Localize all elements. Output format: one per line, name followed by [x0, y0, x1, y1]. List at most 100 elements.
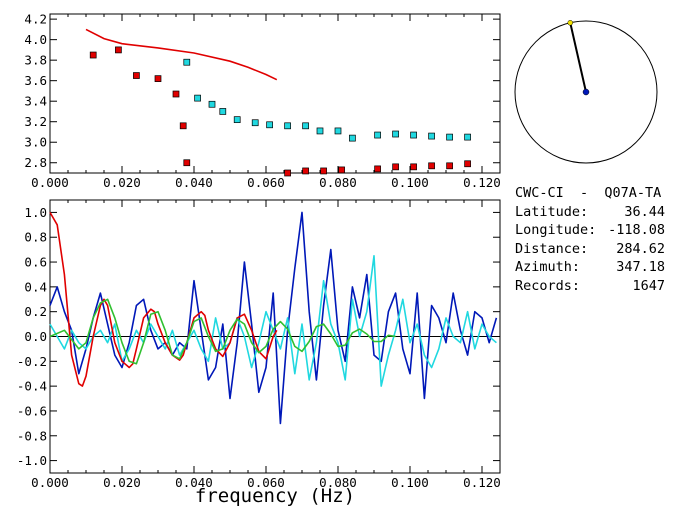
red-square-point — [446, 162, 453, 170]
y-tick-label: 0.8 — [24, 230, 47, 245]
red-dispersion-curve — [85, 28, 278, 81]
x-tick-label: 0.060 — [247, 175, 285, 190]
red-square-point — [374, 165, 381, 173]
info-distance: Distance: 284.62 — [515, 240, 693, 259]
source-marker — [567, 20, 573, 26]
cyan-series-line — [49, 255, 497, 387]
x-tick-label: 0.120 — [463, 475, 501, 490]
cyan-square-point — [428, 132, 435, 140]
cyan-square-point — [316, 127, 324, 135]
azimuth-line — [569, 22, 587, 93]
coherence-line-plot: 0.000 0.020 0.040 0.060 0.080 0.100 0.120 1.0 0.… — [17, 199, 501, 490]
station-pair-label: CWC-CI - Q07A-TA — [515, 185, 662, 201]
x-tick-label: 0.000 — [31, 475, 69, 490]
y-tick-label: 4.2 — [24, 12, 47, 27]
y-tick-label: -0.6 — [17, 403, 47, 418]
cyan-square-point — [410, 131, 417, 139]
red-square-point — [115, 46, 122, 54]
station-info-panel: CWC-CI - Q07A-TA Latitude: 36.44 Longitud… — [515, 184, 693, 295]
info-longitude: Longitude: -118.08 — [515, 221, 693, 240]
green-series-line — [49, 298, 396, 365]
red-square-point — [302, 167, 309, 175]
cyan-square-point — [233, 116, 241, 124]
red-square-point — [338, 166, 345, 174]
info-latitude: Latitude: 36.44 — [515, 203, 693, 222]
x-tick-label: 0.080 — [319, 175, 357, 190]
x-tick-label: 0.020 — [103, 475, 141, 490]
info-value: 284.62 — [616, 240, 665, 257]
y-tick-label: 3.6 — [24, 73, 47, 88]
azimuth-compass — [514, 20, 658, 164]
info-key: Records: — [515, 277, 581, 294]
cyan-square-point — [374, 131, 381, 139]
y-tick-label: 2.8 — [24, 155, 47, 170]
x-tick-label: 0.120 — [463, 175, 501, 190]
red-square-point — [179, 122, 187, 130]
red-square-point — [89, 51, 97, 59]
y-tick-label: 0.4 — [24, 279, 47, 294]
cyan-square-point — [266, 121, 273, 129]
plot-frame — [49, 13, 501, 174]
cyan-square-point — [392, 130, 399, 138]
red-square-point — [320, 167, 327, 175]
y-tick-label: 1.0 — [24, 205, 47, 220]
red-square-point — [183, 159, 191, 167]
red-square-point — [464, 160, 471, 168]
cyan-square-point — [446, 133, 453, 141]
y-tick-label: -0.4 — [17, 379, 47, 394]
y-tick-label: -1.0 — [17, 453, 47, 468]
red-square-point — [284, 169, 291, 177]
y-tick-label: 3.2 — [24, 114, 47, 129]
red-square-point — [133, 72, 140, 79]
compass-circle — [514, 20, 658, 164]
info-value: -118.08 — [608, 222, 665, 238]
y-tick-label: 3.8 — [24, 53, 47, 68]
y-tick-label: 4.0 — [24, 32, 47, 47]
info-key: Latitude: — [515, 203, 589, 220]
cyan-square-point — [349, 134, 356, 142]
red-series-line — [49, 211, 278, 387]
x-tick-label: 0.100 — [391, 475, 429, 490]
info-value: 347.18 — [616, 259, 665, 275]
red-square-point — [428, 162, 435, 170]
x-tick-label: 0.080 — [319, 475, 357, 490]
station-marker — [582, 88, 590, 96]
y-tick-label: 0.2 — [24, 304, 47, 319]
blue-series-line — [49, 211, 498, 425]
x-tick-label: 0.020 — [103, 175, 141, 190]
info-value: 36.44 — [624, 203, 665, 220]
cyan-square-point — [219, 108, 227, 115]
y-tick-label: 3.4 — [24, 94, 47, 109]
x-tick-label: 0.060 — [247, 475, 285, 490]
red-square-point — [410, 163, 417, 171]
x-axis-label: frequency (Hz) — [195, 485, 355, 507]
cyan-square-point — [284, 122, 291, 130]
y-tick-label: 0.6 — [24, 255, 47, 270]
info-key: Azimuth: — [515, 259, 581, 275]
velocity-scatter-plot: 0.000 0.020 0.040 0.060 0.080 0.100 0.120 2.8 3.… — [24, 12, 500, 190]
cyan-square-point — [464, 133, 471, 141]
y-tick-label: 3.0 — [24, 135, 47, 150]
cyan-square-point — [208, 100, 216, 108]
red-square-point — [172, 90, 180, 98]
info-azimuth: Azimuth: 347.18 — [515, 258, 693, 277]
x-tick-label: 0.000 — [31, 175, 69, 190]
cyan-square-point — [183, 58, 191, 66]
y-tick-label: 0.0 — [24, 329, 47, 344]
cyan-square-point — [334, 127, 342, 135]
red-square-point — [154, 75, 162, 82]
info-records: Records: 1647 — [515, 277, 693, 296]
y-tick-label: -0.2 — [17, 354, 47, 369]
info-key: Longitude: — [515, 222, 597, 238]
x-tick-label: 0.040 — [175, 175, 213, 190]
cyan-square-point — [302, 122, 309, 130]
red-square-point — [392, 163, 399, 171]
x-tick-label: 0.040 — [175, 475, 213, 490]
info-key: Distance: — [515, 240, 589, 257]
y-tick-label: -0.8 — [17, 428, 47, 443]
cyan-square-point — [194, 94, 201, 102]
x-tick-label: 0.100 — [391, 175, 429, 190]
info-value: 1647 — [632, 277, 665, 294]
cyan-square-point — [251, 119, 259, 127]
